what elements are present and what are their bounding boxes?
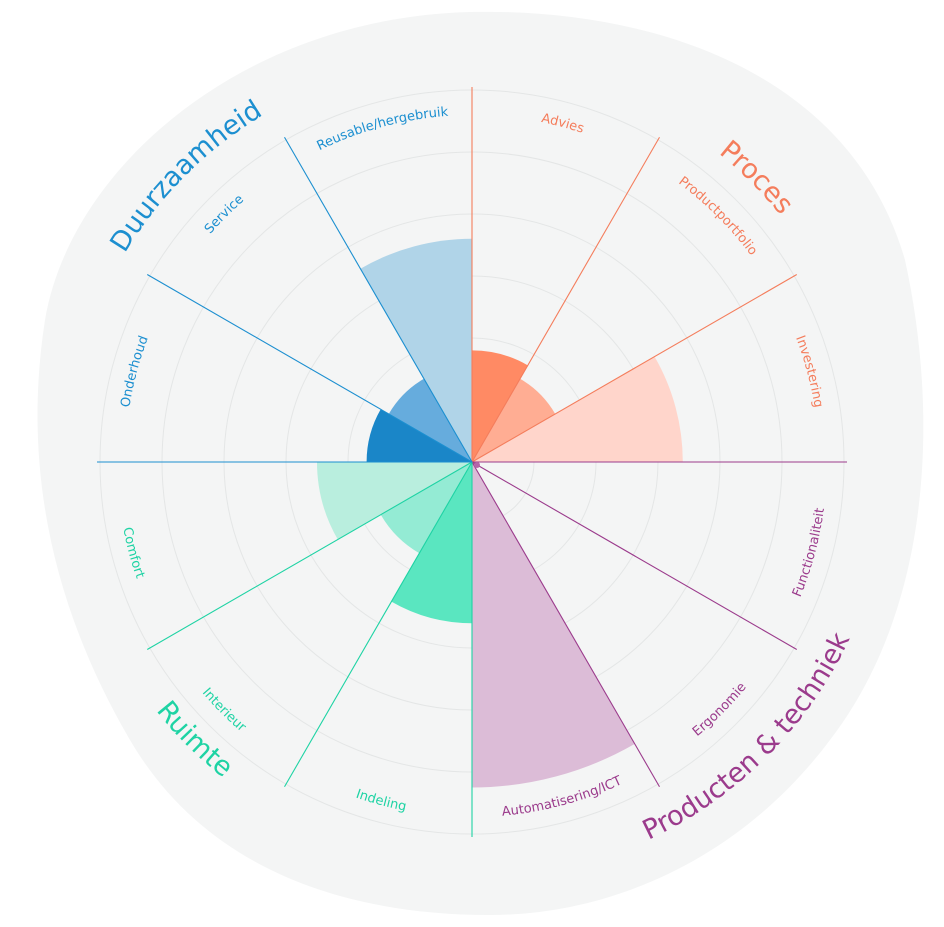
spoke-comfort <box>146 461 473 650</box>
sector-onderhoud <box>366 409 472 462</box>
sector-investering <box>472 356 683 462</box>
spoke-ergonomie <box>471 461 798 650</box>
sector-automatisering-ict <box>472 462 635 788</box>
background-blob <box>37 11 924 915</box>
sector-comfort <box>317 462 472 540</box>
sector-productportfolio <box>472 378 556 462</box>
sector-reusable-hergebruik <box>360 238 472 462</box>
spoke-reusable-hergebruik <box>284 136 473 463</box>
sectors <box>317 238 683 788</box>
sector-indeling <box>391 462 472 624</box>
spoke-service <box>146 274 473 463</box>
sector-service <box>388 378 472 462</box>
spoke-interieur <box>284 461 473 788</box>
sector-interieur <box>380 462 472 554</box>
sector-advies <box>472 350 528 462</box>
spokes <box>97 87 847 837</box>
spoke-investering <box>471 274 798 463</box>
spoke-productportfolio <box>471 136 660 463</box>
spoke-automatisering-ict <box>471 461 660 788</box>
center-dot <box>474 462 480 468</box>
